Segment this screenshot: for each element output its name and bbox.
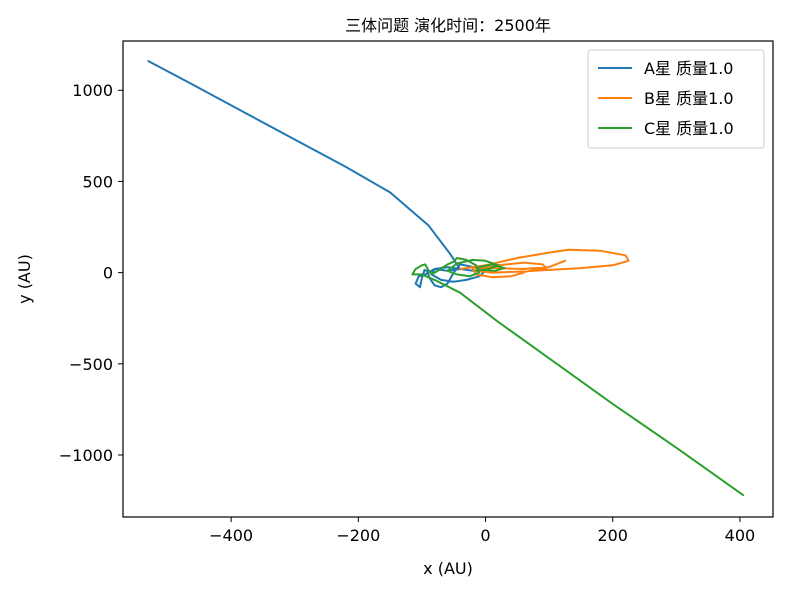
series-line-2 bbox=[459, 248, 630, 279]
legend: A星 质量1.0 B星 质量1.0 C星 质量1.0 bbox=[587, 49, 765, 149]
x-axis: −400 −200 0 200 400 bbox=[209, 517, 755, 545]
y-tick-label: −500 bbox=[69, 355, 113, 374]
y-tick-label: −1000 bbox=[59, 446, 113, 465]
legend-label-3: C星 质量1.0 bbox=[644, 119, 734, 138]
y-tick-label: 500 bbox=[82, 172, 113, 191]
plot-frame bbox=[122, 40, 774, 518]
chart-title: 三体问题 演化时间：2500年 bbox=[345, 16, 551, 35]
legend-label-2: B星 质量1.0 bbox=[644, 89, 734, 108]
y-tick-label: 1000 bbox=[72, 81, 113, 100]
x-axis-label: x (AU) bbox=[423, 559, 473, 578]
x-tick-label: −200 bbox=[336, 526, 380, 545]
series-line-1 bbox=[147, 60, 487, 289]
x-tick-label: 400 bbox=[725, 526, 756, 545]
legend-box bbox=[587, 49, 765, 149]
y-tick-label: 0 bbox=[103, 264, 113, 283]
x-tick-label: 200 bbox=[597, 526, 628, 545]
legend-label-1: A星 质量1.0 bbox=[644, 59, 733, 78]
series-line-3 bbox=[411, 257, 745, 497]
y-axis: −1000 −500 0 500 1000 bbox=[59, 81, 123, 465]
y-axis-label: y (AU) bbox=[15, 254, 34, 304]
series-layer bbox=[147, 60, 745, 497]
x-tick-label: 0 bbox=[480, 526, 490, 545]
x-tick-label: −400 bbox=[209, 526, 253, 545]
